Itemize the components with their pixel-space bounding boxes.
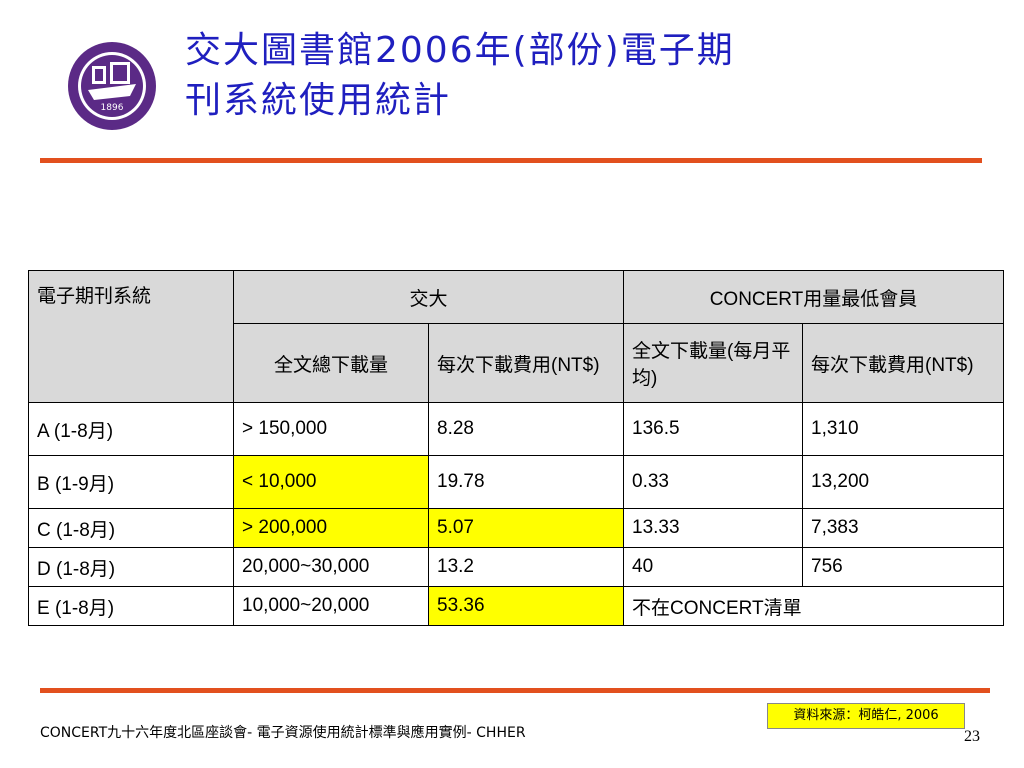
cell-concert-note: 不在CONCERT清單 xyxy=(623,586,1004,626)
cell-concert-cost: 756 xyxy=(802,547,1004,587)
cell-concert-downloads: 13.33 xyxy=(623,508,803,548)
table-row: E (1-8月) 10,000~20,000 53.36 不在CONCERT清單 xyxy=(28,586,1004,626)
table-row: A (1-8月) > 150,000 8.28 136.5 1,310 xyxy=(28,402,1004,456)
cell-nctu-cost: 19.78 xyxy=(428,455,624,509)
header-system: 電子期刊系統 xyxy=(28,270,234,403)
cell-concert-cost: 1,310 xyxy=(802,402,1004,456)
cell-concert-downloads: 136.5 xyxy=(623,402,803,456)
cell-nctu-downloads: < 10,000 xyxy=(233,455,429,509)
cell-system: D (1-8月) xyxy=(28,547,234,587)
table-row: D (1-8月) 20,000~30,000 13.2 40 756 xyxy=(28,547,1004,587)
cell-system: A (1-8月) xyxy=(28,402,234,456)
cell-nctu-downloads: > 150,000 xyxy=(233,402,429,456)
cell-nctu-cost: 53.36 xyxy=(428,586,624,626)
cell-nctu-cost: 8.28 xyxy=(428,402,624,456)
cell-nctu-cost: 13.2 xyxy=(428,547,624,587)
cell-nctu-downloads: 10,000~20,000 xyxy=(233,586,429,626)
header-nctu-cost: 每次下載費用(NT$) xyxy=(428,323,624,403)
top-divider xyxy=(40,158,982,163)
cell-nctu-downloads: > 200,000 xyxy=(233,508,429,548)
table-row: C (1-8月) > 200,000 5.07 13.33 7,383 xyxy=(28,508,1004,548)
title-line-2: 刊系統使用統計 xyxy=(185,80,452,121)
header-nctu-downloads: 全文總下載量 xyxy=(233,323,429,403)
source-note: 資料來源：柯皓仁, 2006 xyxy=(767,703,965,729)
page-number: 23 xyxy=(964,728,980,745)
table-row: B (1-9月) < 10,000 19.78 0.33 13,200 xyxy=(28,455,1004,509)
cell-concert-downloads: 0.33 xyxy=(623,455,803,509)
title-line-1: 交大圖書館2006年(部份)電子期 xyxy=(185,30,735,71)
header-row-2: 全文總下載量 每次下載費用(NT$) 全文下載量(每月平均) 每次下載費用(NT… xyxy=(29,323,1004,403)
cell-system: B (1-9月) xyxy=(28,455,234,509)
cell-nctu-downloads: 20,000~30,000 xyxy=(233,547,429,587)
usage-statistics-table: 電子期刊系統 交大 CONCERT用量最低會員 全文總下載量 每次下載費用(NT… xyxy=(28,270,1004,626)
slide-title: 交大圖書館2006年(部份)電子期 刊系統使用統計 xyxy=(185,26,985,126)
cell-nctu-cost: 5.07 xyxy=(428,508,624,548)
header-concert-downloads: 全文下載量(每月平均) xyxy=(623,323,803,403)
header-concert-cost: 每次下載費用(NT$) xyxy=(802,323,1004,403)
cell-system: C (1-8月) xyxy=(28,508,234,548)
logo-year-text: 1896 xyxy=(101,103,124,113)
university-logo: 1896 xyxy=(66,40,158,132)
cell-concert-cost: 13,200 xyxy=(802,455,1004,509)
header-nctu: 交大 xyxy=(233,270,624,324)
header-row-1: 電子期刊系統 交大 CONCERT用量最低會員 xyxy=(28,270,1004,403)
header-concert: CONCERT用量最低會員 xyxy=(623,270,1004,324)
cell-concert-cost: 7,383 xyxy=(802,508,1004,548)
cell-system: E (1-8月) xyxy=(28,586,234,626)
cell-concert-downloads: 40 xyxy=(623,547,803,587)
footer-text: CONCERT九十六年度北區座談會- 電子資源使用統計標準與應用實例- CHHE… xyxy=(40,725,526,741)
bottom-divider xyxy=(40,688,990,693)
